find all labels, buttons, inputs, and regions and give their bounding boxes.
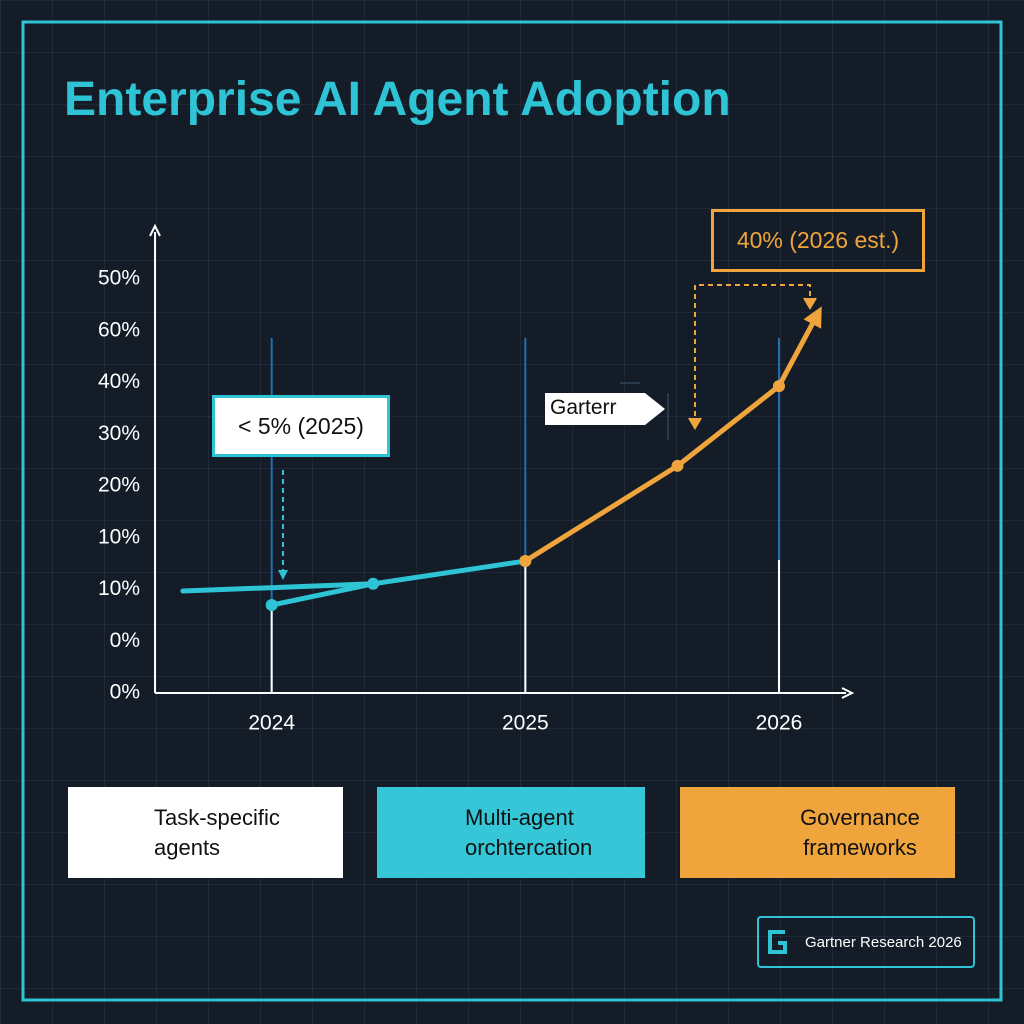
card-label: Task-specific agents [154,804,280,860]
y-tick-label: 0% [110,629,140,652]
card: Task-specific agents [68,787,343,878]
x-tick-label: 2026 [756,712,803,735]
line [522,306,822,564]
frame [21,20,1003,1002]
y-tick-label: 60% [98,318,140,341]
y-tick-label: 40% [98,370,140,393]
y-tick-label: 10% [98,577,140,600]
point [772,380,785,393]
point [671,459,684,472]
tag-shape [545,393,665,425]
line [180,581,376,594]
card: Governance frameworks [680,787,955,878]
annotation: Garterr [550,396,617,419]
card: Multi-agent orchtercation [377,787,645,878]
x-tick-label: 2025 [502,712,549,735]
x-axis-arrow [841,687,855,699]
point [519,555,532,568]
y-tick-label: 50% [98,267,140,290]
y-tick-label: 20% [98,474,140,497]
point [265,599,278,612]
card-label: Governance frameworks [800,804,920,860]
y-tick-label: 0% [110,681,140,704]
y-axis-arrow [149,223,161,237]
line [269,558,528,608]
card-label: Multi-agent orchtercation [465,804,593,860]
footer: Gartner Research 2026 [757,916,975,968]
annotation: < 5% (2025) [212,395,390,457]
footer-logo [768,930,787,954]
chart-title: Enterprise AI Agent Adoption [64,73,731,126]
annotation-arrow [694,284,811,425]
x-tick-label: 2024 [248,712,295,735]
annotation: 40% (2026 est.) [711,209,925,272]
y-tick-label: 30% [98,422,140,445]
tag-decoration [620,382,669,440]
point [367,577,380,590]
y-tick-label: 10% [98,525,140,548]
